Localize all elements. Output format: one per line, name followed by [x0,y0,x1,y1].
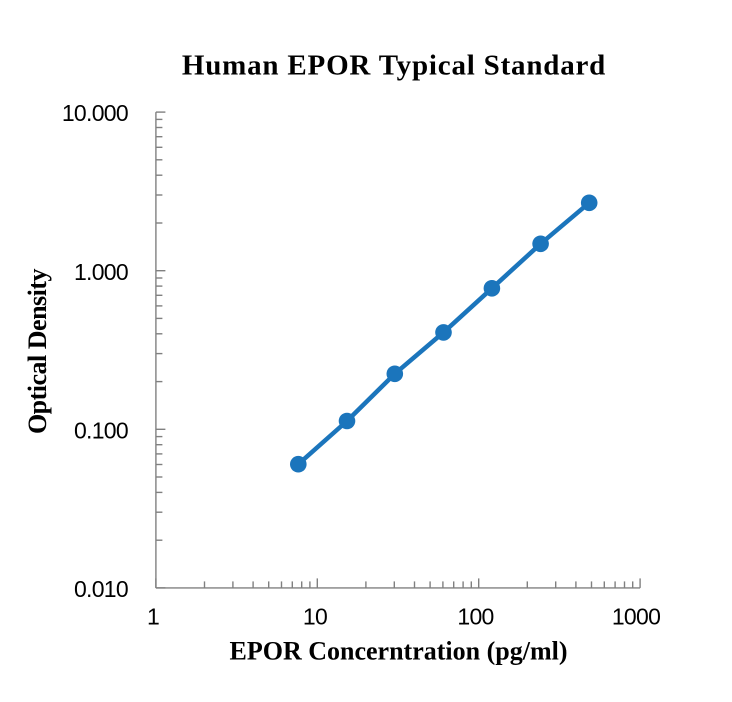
svg-text:0.100: 0.100 [74,418,128,444]
svg-text:Human EPOR Typical Standard: Human EPOR Typical Standard [182,50,606,82]
svg-text:0.010: 0.010 [74,576,128,602]
svg-text:100: 100 [457,604,493,630]
svg-text:1.000: 1.000 [74,259,128,285]
svg-text:Optical Density: Optical Density [23,268,52,434]
svg-text:10: 10 [303,604,327,630]
svg-text:1000: 1000 [612,604,660,630]
svg-text:1: 1 [147,604,159,630]
svg-text:EPOR Concerntration (pg/ml): EPOR Concerntration (pg/ml) [230,637,568,666]
svg-text:10.000: 10.000 [62,100,128,126]
